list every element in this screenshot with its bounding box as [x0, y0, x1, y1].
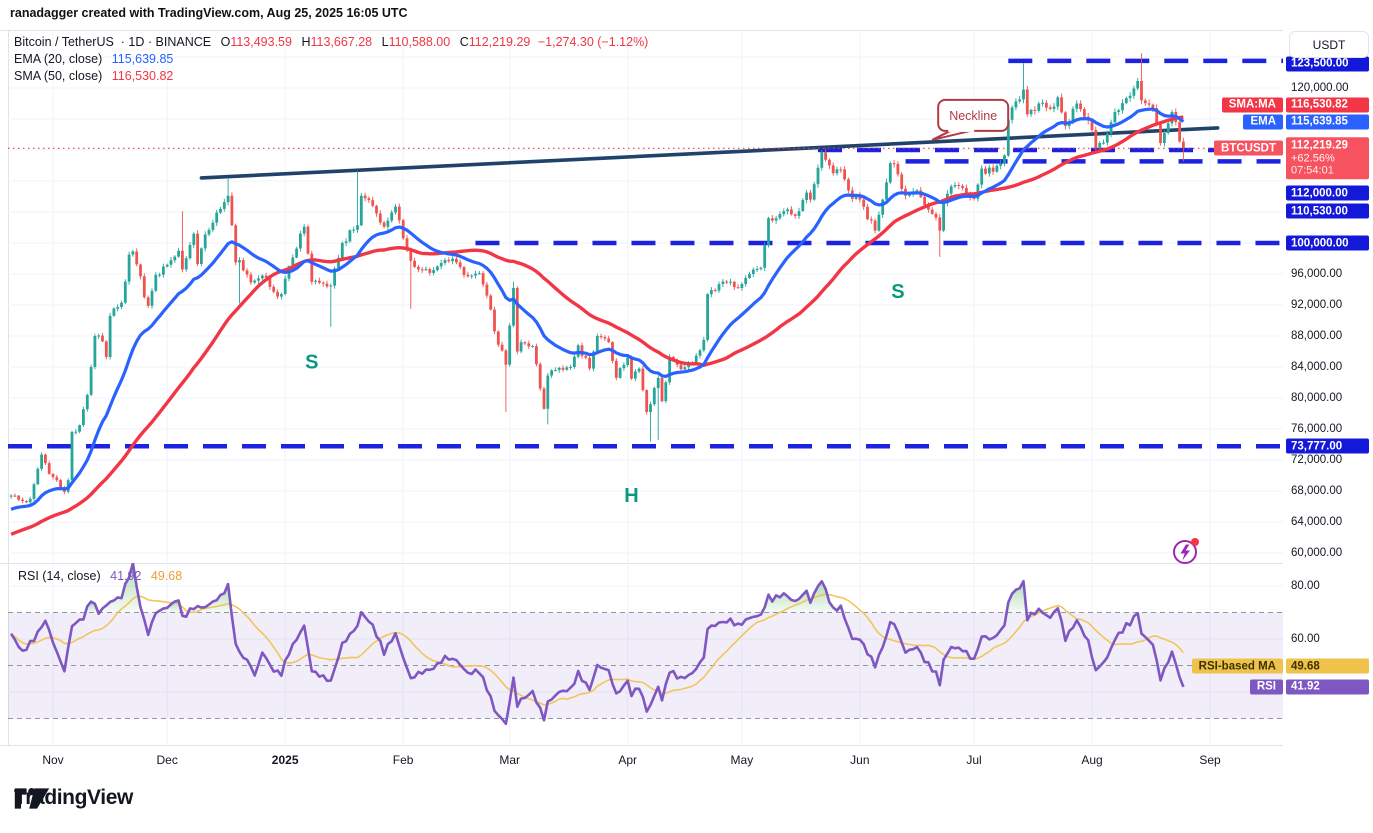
bar-countdown: 07:54:01 — [1291, 164, 1334, 177]
rsi-axis-tag: RSI — [1249, 679, 1283, 695]
price-tick: 92,000.00 — [1291, 299, 1343, 311]
grid-lines — [8, 30, 1283, 563]
price-tick: 96,000.00 — [1291, 268, 1343, 280]
ema-20-line[interactable] — [10, 107, 1185, 511]
support-resistance-levels[interactable] — [8, 58, 1283, 449]
tradingview-logo[interactable]: TradingView — [14, 786, 133, 810]
high-value: 113,667.28 — [310, 35, 373, 49]
open-label: O — [220, 35, 231, 49]
sma-50-line[interactable] — [10, 115, 1184, 536]
neckline-trendline[interactable] — [199, 126, 1220, 180]
sma-price-label: 116,530.82 — [1286, 97, 1369, 113]
svg-text:H: H — [624, 485, 638, 507]
rsi-pane[interactable] — [8, 563, 1283, 745]
level-price-label: 110,530.00 — [1286, 203, 1369, 219]
pattern-letters-shs[interactable]: S H S — [305, 281, 904, 507]
rsi-ma-value: 49.68 — [150, 569, 183, 583]
ema-value: 115,639.85 — [111, 52, 174, 66]
main-legend: Bitcoin / TetherUS · 1D · BINANCE O113,4… — [14, 34, 648, 85]
rsi-title: RSI (14, close) — [18, 569, 101, 583]
rsi-tick: 80.00 — [1291, 580, 1320, 592]
time-axis-label: Jul — [966, 753, 982, 767]
tradingview-logo-mark — [14, 787, 50, 809]
level-price-label: 123,500.00 — [1286, 56, 1369, 72]
rsi-legend-row[interactable]: RSI (14, close) 41.92 49.68 — [18, 569, 182, 583]
sma-value: 116,530.82 — [111, 69, 174, 83]
ema-price-label: 115,639.85 — [1286, 114, 1369, 130]
rsi-tick: 60.00 — [1291, 633, 1320, 645]
low-label: L — [381, 35, 389, 49]
time-axis-label: Jun — [850, 753, 870, 767]
price-tick: 120,000.00 — [1291, 82, 1349, 94]
neckline-callout[interactable]: Neckline — [931, 98, 1010, 141]
interval-label: 1D — [128, 35, 145, 49]
time-axis-label: Mar — [499, 753, 521, 767]
price-tick: 68,000.00 — [1291, 485, 1343, 497]
time-axis-label: Dec — [156, 753, 178, 767]
legend-separator-2: · — [147, 35, 156, 49]
time-axis-label: Apr — [618, 753, 638, 767]
price-axis[interactable]: 120,000.00 96,000.00 92,000.00 88,000.00 84,… — [1283, 30, 1373, 775]
level-price-label: 73,777.00 — [1286, 438, 1369, 454]
chart-left-border — [8, 30, 9, 775]
close-label: C — [459, 35, 469, 49]
pane-divider[interactable] — [0, 563, 1283, 564]
level-price-label: 100,000.00 — [1286, 235, 1369, 251]
time-axis-label: Aug — [1081, 753, 1103, 767]
close-value: 112,219.29 — [468, 35, 531, 49]
time-axis-label: May — [730, 753, 754, 767]
currency-toggle-button[interactable]: USDT — [1289, 31, 1369, 58]
svg-text:Neckline: Neckline — [949, 109, 997, 123]
price-tick: 72,000.00 — [1291, 454, 1343, 466]
time-axis-label: Nov — [42, 753, 64, 767]
price-tick: 88,000.00 — [1291, 330, 1343, 342]
symbol-legend-row[interactable]: Bitcoin / TetherUS · 1D · BINANCE O113,4… — [14, 34, 648, 51]
price-tick: 60,000.00 — [1291, 547, 1343, 559]
svg-text:S: S — [305, 352, 318, 374]
price-tick: 80,000.00 — [1291, 392, 1343, 404]
sma-label: SMA (50, close) — [14, 69, 103, 83]
time-axis-label: Feb — [392, 753, 414, 767]
symbol-title: Bitcoin / TetherUS — [14, 35, 114, 49]
rsi-ma-value-label: 49.68 — [1286, 658, 1369, 674]
price-tick: 76,000.00 — [1291, 423, 1343, 435]
time-axis-label: Sep — [1199, 753, 1221, 767]
last-price-label: 112,219.29 +62.56% 07:54:01 — [1286, 137, 1369, 180]
rsi-value: 41.92 — [110, 569, 142, 583]
low-value: 110,588.00 — [388, 35, 451, 49]
svg-text:S: S — [891, 281, 904, 303]
candlestick-series — [9, 53, 1185, 504]
exchange-label: BINANCE — [155, 35, 212, 49]
sma-legend-row[interactable]: SMA (50, close) 116,530.82 — [14, 68, 648, 85]
rsi-line[interactable] — [10, 563, 1185, 726]
open-value: 113,493.59 — [230, 35, 292, 49]
rsi-grid — [8, 563, 1283, 745]
time-axis[interactable]: Nov Dec 2025 Feb Mar Apr May Jun Jul Aug Sep — [0, 745, 1373, 776]
high-label: H — [301, 35, 311, 49]
price-pane[interactable]: S H S Neckline — [8, 30, 1283, 563]
time-axis-label: 2025 — [271, 753, 299, 767]
lightning-quick-action-icon[interactable] — [1170, 535, 1202, 567]
sma-axis-tag: SMA:MA — [1221, 97, 1283, 113]
logo-strip: TradingView — [0, 775, 1373, 833]
ema-legend-row[interactable]: EMA (20, close) 115,639.85 — [14, 51, 648, 68]
rsi-value-label: 41.92 — [1286, 679, 1369, 695]
level-price-label: 112,000.00 — [1286, 185, 1369, 201]
rsi-ma-line[interactable] — [10, 593, 1185, 706]
legend-separator-1: · — [117, 35, 129, 49]
symbol-axis-tag: BTCUSDT — [1214, 140, 1283, 156]
chart-top-border — [0, 30, 1373, 31]
ema-label: EMA (20, close) — [14, 52, 103, 66]
watermark-attribution: ranadagger created with TradingView.com,… — [10, 6, 408, 20]
ema-axis-tag: EMA — [1243, 114, 1283, 130]
change-value: −1,274.30 (−1.12%) — [537, 35, 649, 49]
rsi-ma-axis-tag: RSI-based MA — [1191, 658, 1283, 674]
price-tick: 84,000.00 — [1291, 361, 1343, 373]
price-tick: 64,000.00 — [1291, 516, 1343, 528]
